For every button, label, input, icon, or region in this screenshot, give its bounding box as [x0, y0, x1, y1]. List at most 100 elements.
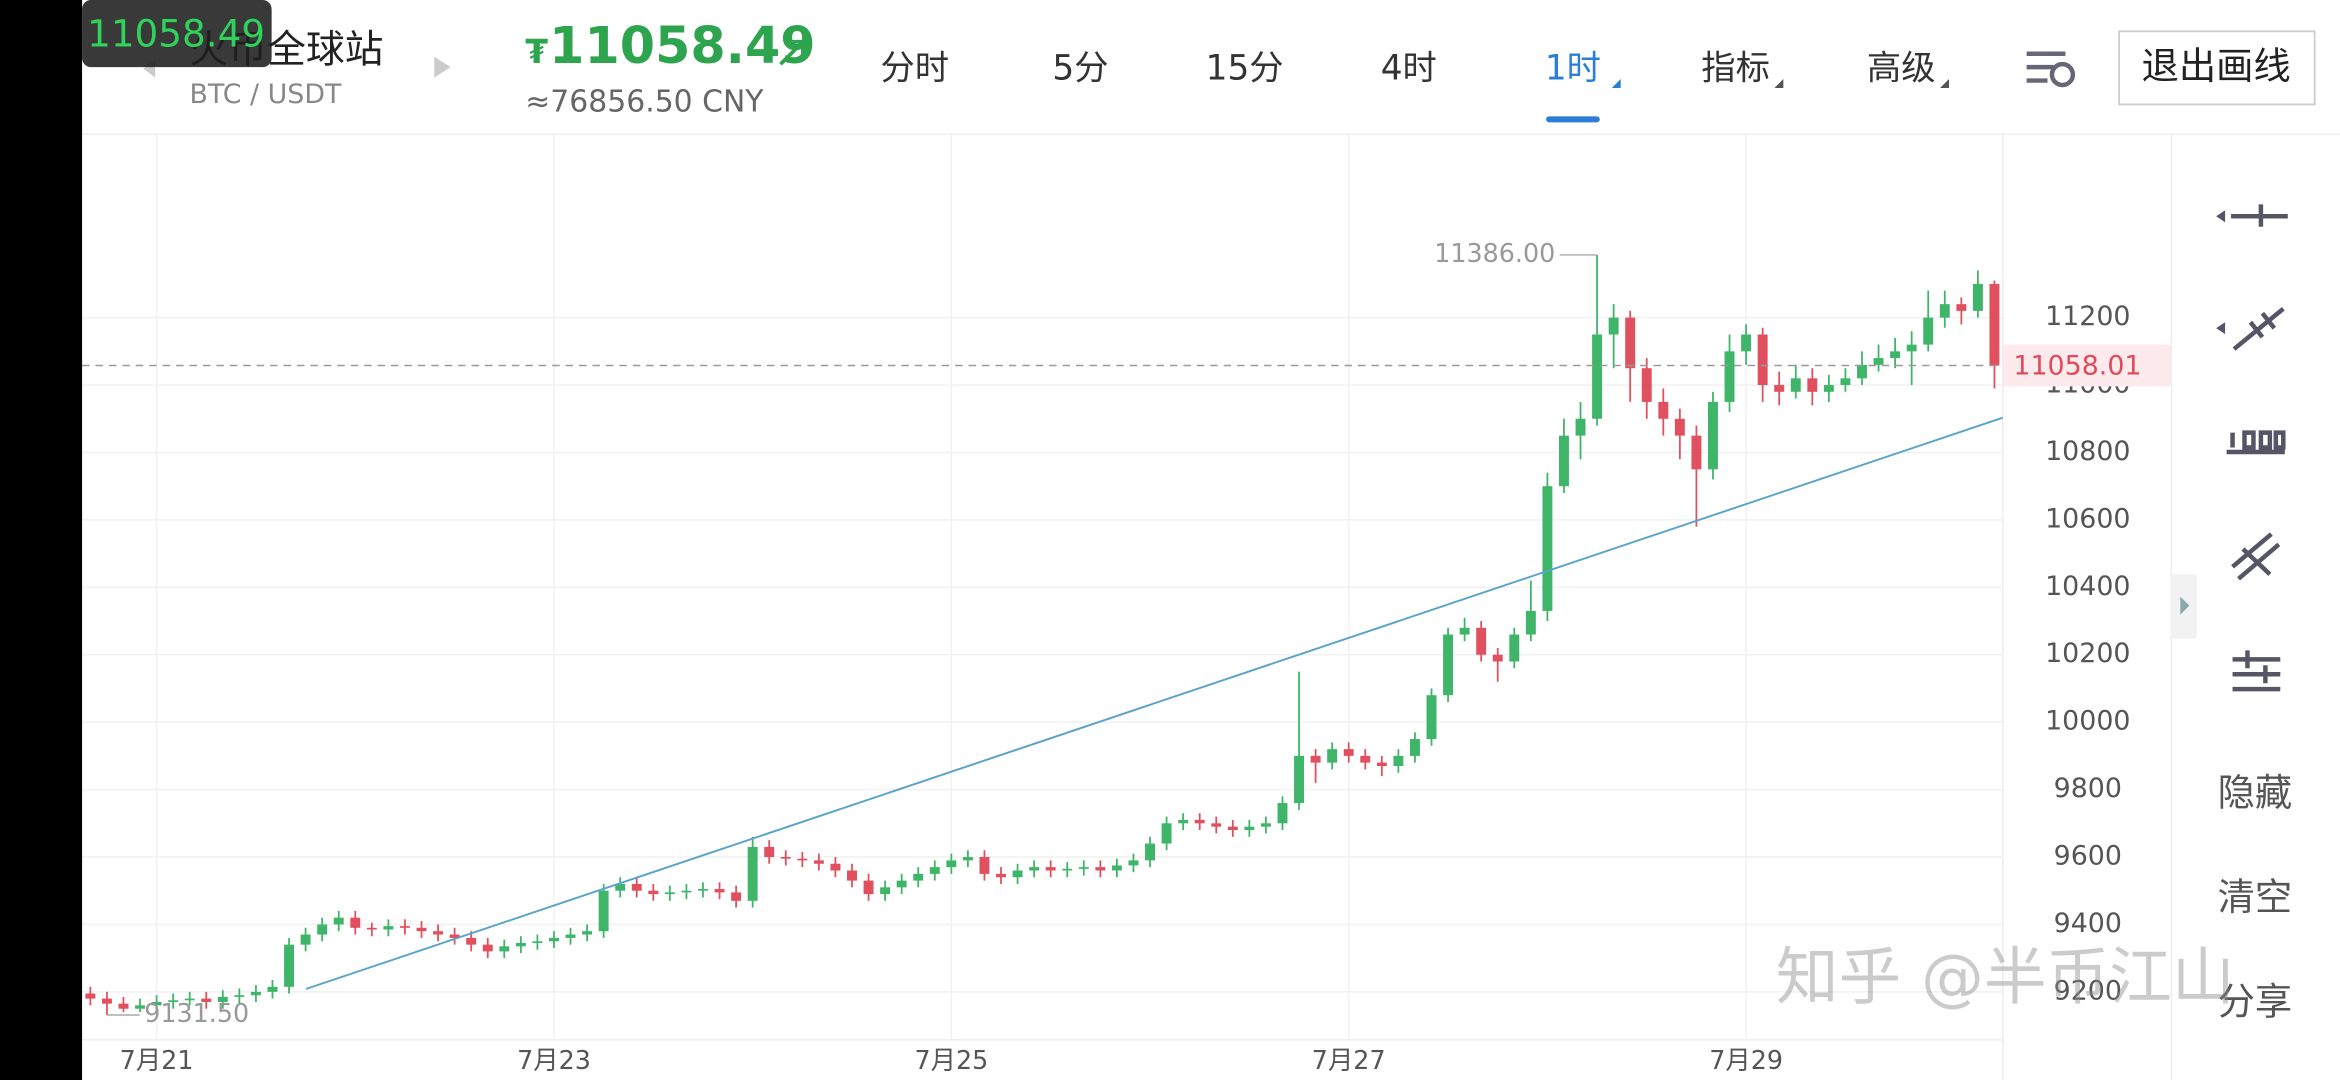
candle-body [1459, 627, 1470, 635]
y-tick-label: 11200 [2045, 301, 2130, 332]
candle-body [1178, 819, 1189, 824]
candle-body [830, 863, 841, 871]
candle-body [929, 867, 940, 874]
candle-body [1360, 755, 1371, 763]
candle-body [1161, 823, 1172, 844]
candle-body [1145, 843, 1155, 861]
candle-body [913, 873, 924, 881]
candle-body [698, 889, 708, 891]
candle-body [1956, 304, 1967, 311]
next-arrow[interactable] [434, 56, 451, 78]
candle-body [548, 937, 559, 942]
candle-body [615, 883, 626, 891]
ray-tool-arrow [2216, 322, 2226, 335]
candle-body [880, 887, 891, 895]
y-tick-label: 10600 [2045, 503, 2130, 534]
candle-body [1343, 749, 1354, 756]
candle-body [896, 880, 907, 888]
candle-body [1608, 317, 1619, 335]
candle-body [714, 889, 725, 893]
candle-body [847, 870, 857, 881]
candle-body [582, 931, 593, 935]
cny-price: ≈76856.50 CNY [525, 84, 764, 119]
candle-body [598, 890, 609, 932]
candle-body [946, 860, 957, 868]
tab[interactable]: 5分 [1052, 49, 1108, 89]
y-tick-label: 9600 [2054, 841, 2122, 872]
y-tick-label: 10400 [2045, 571, 2130, 602]
settings-icon[interactable] [2026, 51, 2076, 88]
candle-body [1757, 334, 1768, 386]
horizontal-line-tool[interactable] [2231, 204, 2288, 227]
candle-body [780, 857, 791, 859]
toolbar-label[interactable]: 清空 [2218, 875, 2293, 919]
candle-body [267, 986, 278, 992]
candle-body [1840, 378, 1851, 386]
candle-body [1674, 418, 1685, 436]
candle-body [1923, 317, 1934, 345]
measure-tool[interactable] [2226, 430, 2286, 455]
candle-body [1857, 364, 1867, 379]
tab-dropdown-mark [1940, 79, 1950, 89]
candle-body [1906, 344, 1917, 352]
x-tick-label: 7月21 [120, 1045, 194, 1075]
toolbar-label[interactable]: 隐藏 [2218, 771, 2293, 815]
fib-tool[interactable] [2232, 650, 2281, 692]
exit-button-label[interactable]: 退出画线 [2142, 44, 2291, 88]
candle-body [731, 892, 742, 901]
price-overlay-text: 11058.49 [87, 11, 265, 55]
candle-body [151, 1001, 162, 1006]
candle-body [1625, 317, 1636, 369]
candle-body [482, 944, 493, 952]
candle-body [168, 1000, 179, 1002]
candle-body [1509, 634, 1520, 662]
tab-dropdown-mark [1774, 79, 1784, 89]
candle-body [1310, 755, 1321, 763]
candle-body [664, 892, 675, 895]
candle-body [1443, 634, 1454, 696]
candle-body [1989, 283, 2000, 366]
candle-body [350, 917, 361, 928]
candle-body [118, 1003, 129, 1009]
candle-body [996, 873, 1006, 878]
price-overlay [82, 0, 272, 68]
candle-body [1807, 378, 1818, 392]
y-tick-label: 9200 [2054, 975, 2122, 1006]
tab[interactable]: 1时 [1545, 49, 1601, 89]
candle-body [1741, 334, 1752, 352]
candle-body [532, 941, 543, 943]
candle-body [1873, 358, 1884, 365]
x-tick-label: 7月25 [914, 1045, 988, 1075]
candle-body [962, 857, 973, 861]
toolbar-icons [2216, 204, 2288, 692]
candle-body [499, 946, 510, 952]
candle-body [284, 944, 295, 987]
trend-line[interactable] [305, 416, 2004, 990]
candle-body [515, 942, 526, 947]
candle-body [1211, 823, 1222, 827]
candle-body [1244, 826, 1255, 831]
candle-body [764, 846, 775, 858]
toolbar-label[interactable]: 分享 [2218, 979, 2293, 1023]
candle-body [1194, 819, 1205, 824]
parallel-tool[interactable] [2231, 532, 2281, 581]
candle-body [631, 883, 642, 891]
candle-body [1012, 870, 1023, 878]
toolbar-toggle-arrow [2180, 596, 2190, 615]
price: 11058.49 [549, 16, 815, 75]
tab[interactable]: 15分 [1206, 49, 1284, 89]
candle-body [1045, 867, 1056, 871]
candle-body [399, 926, 410, 928]
tab[interactable]: 4时 [1381, 49, 1437, 89]
tab[interactable]: 高级 [1867, 49, 1936, 89]
last-price-label: 11058.01 [2013, 351, 2141, 382]
candle-body [1558, 435, 1569, 487]
tab[interactable]: 指标 [1701, 49, 1770, 89]
ray-tool[interactable] [2232, 307, 2285, 351]
exit-button[interactable] [2118, 30, 2316, 106]
tab[interactable]: 分时 [880, 49, 949, 89]
y-tick-label: 10000 [2045, 706, 2130, 737]
